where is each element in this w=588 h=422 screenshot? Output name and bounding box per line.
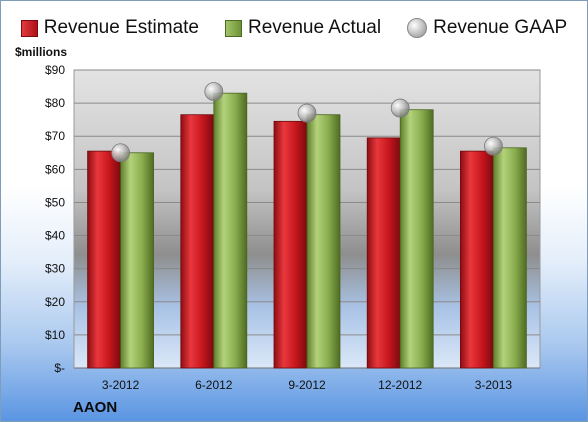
company-ticker: AAON xyxy=(73,399,118,416)
x-tick-label: 9-2012 xyxy=(288,378,326,392)
y-tick-label: $40 xyxy=(45,229,65,243)
y-tick-label: $50 xyxy=(45,195,65,209)
y-tick-label: $10 xyxy=(45,328,65,342)
bar-revenue-estimate xyxy=(459,150,494,369)
x-axis-ticks: 3-2012 6-2012 9-2012 12-2012 3-2013 xyxy=(102,378,512,392)
y-axis-ticks: $- $10 $20 $30 $40 $50 $60 $70 $80 $90 xyxy=(45,63,65,375)
legend-swatch-estimate xyxy=(20,19,38,37)
x-tick-label: 3-2013 xyxy=(475,378,513,392)
x-tick-label: 3-2012 xyxy=(102,378,140,392)
bar-revenue-estimate xyxy=(273,120,308,369)
bar-revenue-actual xyxy=(213,92,248,369)
y-tick-label: $30 xyxy=(45,262,65,276)
x-tick-label: 12-2012 xyxy=(378,378,422,392)
bars xyxy=(87,92,527,369)
marker-revenue-gaap xyxy=(390,98,410,118)
bar-revenue-estimate xyxy=(180,114,215,369)
legend-label-gaap: Revenue GAAP xyxy=(433,17,568,38)
x-tick-label: 6-2012 xyxy=(195,378,233,392)
marker-revenue-gaap xyxy=(204,82,224,101)
bar-revenue-estimate xyxy=(87,150,121,369)
bar-revenue-actual xyxy=(492,147,527,369)
legend: Revenue Estimate Revenue Actual Revenue … xyxy=(1,17,587,39)
y-tick-label: $70 xyxy=(45,129,65,143)
marker-revenue-gaap xyxy=(297,103,317,123)
legend-item-actual: Revenue Actual xyxy=(225,17,381,39)
y-tick-label: $- xyxy=(54,361,65,375)
y-tick-label: $80 xyxy=(45,96,65,110)
legend-item-estimate: Revenue Estimate xyxy=(20,17,199,39)
bar-revenue-actual xyxy=(120,152,154,369)
y-tick-label: $90 xyxy=(45,63,65,77)
legend-label-estimate: Revenue Estimate xyxy=(43,17,199,38)
y-tick-label: $60 xyxy=(45,162,65,176)
bar-revenue-actual xyxy=(399,109,434,369)
legend-swatch-actual xyxy=(225,19,242,37)
legend-swatch-gaap xyxy=(407,18,428,38)
bar-revenue-actual xyxy=(306,114,341,369)
marker-revenue-gaap xyxy=(483,136,503,156)
marker-revenue-gaap xyxy=(111,143,130,163)
y-axis-unit-label: $millions xyxy=(15,45,68,59)
y-tick-label: $20 xyxy=(45,295,65,309)
legend-item-gaap: Revenue GAAP xyxy=(407,17,567,39)
legend-label-actual: Revenue Actual xyxy=(248,17,382,38)
bar-revenue-estimate xyxy=(366,137,401,369)
gaap-markers xyxy=(111,82,503,163)
